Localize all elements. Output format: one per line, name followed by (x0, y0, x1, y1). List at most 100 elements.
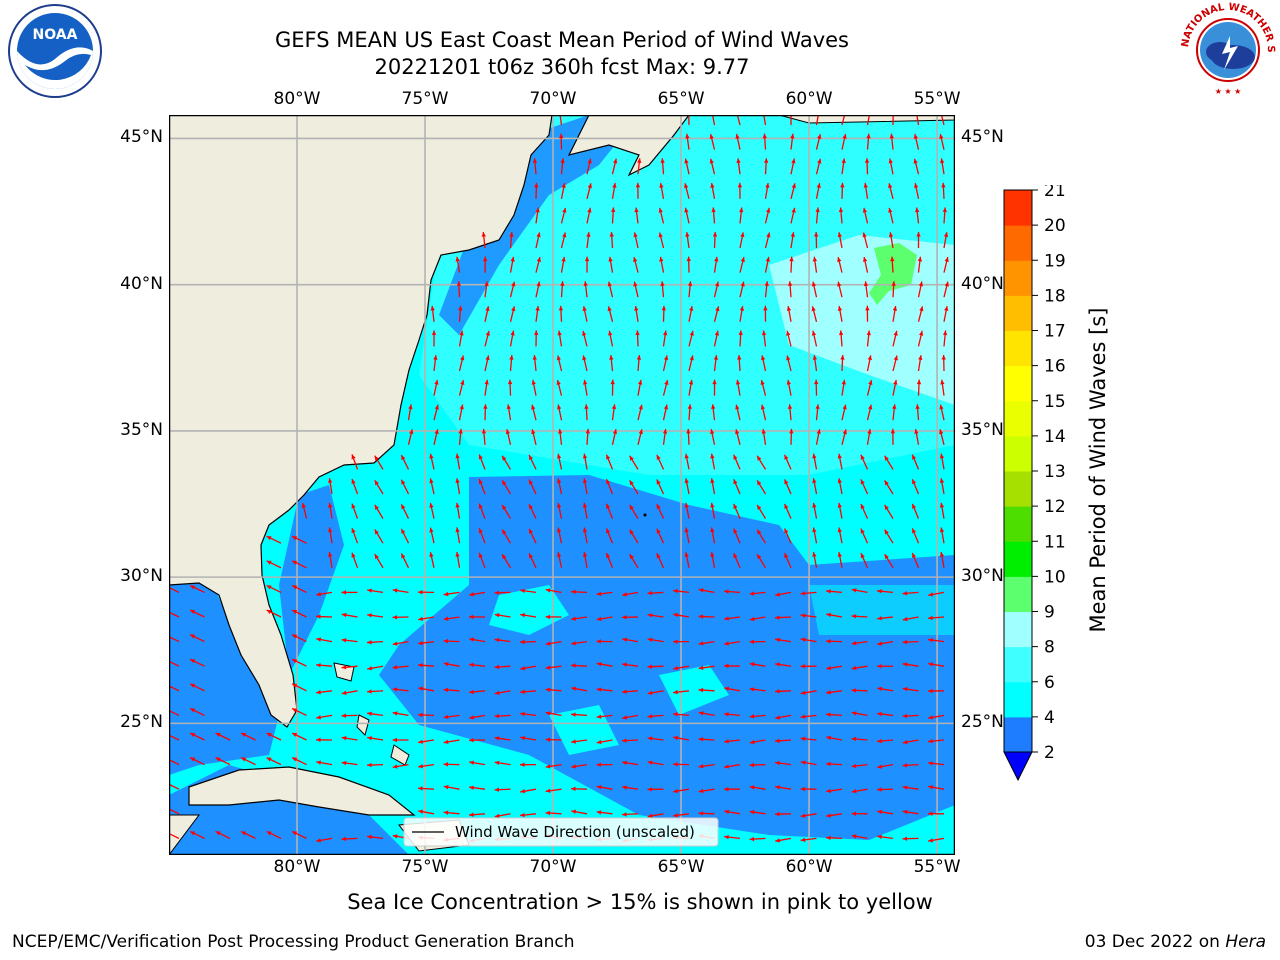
wave-direction-arrow (609, 231, 614, 249)
wave-direction-arrow (469, 637, 486, 643)
wave-direction-arrow (647, 690, 664, 695)
wave-direction-arrow (291, 707, 307, 716)
wave-direction-arrow (927, 688, 945, 694)
wave-direction-arrow (713, 355, 719, 372)
wave-direction-arrow (418, 763, 435, 769)
wave-direction-arrow (455, 502, 461, 519)
wave-direction-arrow (661, 305, 667, 322)
wave-direction-arrow (611, 404, 617, 421)
wave-direction-arrow (913, 133, 920, 150)
wave-direction-arrow (825, 712, 843, 717)
wave-direction-arrow (877, 834, 894, 840)
wave-direction-arrow (469, 785, 486, 790)
wave-direction-arrow (815, 182, 821, 199)
wave-direction-arrow (509, 355, 514, 372)
wave-direction-arrow (557, 404, 563, 421)
wave-direction-arrow (545, 665, 562, 670)
wave-direction-arrow (739, 256, 745, 273)
wave-direction-arrow (637, 404, 643, 421)
colorbar-segment (1004, 611, 1032, 648)
wave-direction-arrow (582, 478, 588, 495)
wave-direction-arrow (469, 714, 486, 720)
ocean-band-2-4-gulf (169, 575, 279, 775)
wave-direction-arrow (494, 813, 511, 818)
wave-direction-arrow (825, 761, 843, 767)
wave-direction-arrow (917, 330, 924, 347)
wave-direction-arrow (634, 207, 639, 224)
lon-tick-label-top: 75°W (401, 89, 449, 109)
wave-direction-arrow (469, 662, 486, 668)
wave-direction-arrow (698, 665, 715, 670)
wave-direction-arrow (531, 379, 537, 396)
wave-direction-arrow (902, 785, 919, 790)
wave-direction-arrow (851, 588, 868, 594)
wave-direction-arrow (583, 281, 588, 298)
wave-direction-arrow (892, 404, 897, 421)
wave-direction-arrow (943, 281, 949, 298)
wave-direction-arrow (928, 761, 945, 766)
wave-direction-arrow (392, 640, 409, 646)
wave-direction-arrow (556, 552, 563, 568)
wave-direction-arrow (483, 256, 488, 273)
wave-direction-arrow (688, 305, 694, 322)
wave-direction-arrow (826, 735, 843, 741)
wave-direction-arrow (902, 763, 919, 768)
wave-direction-arrow (837, 453, 843, 470)
wave-direction-arrow (469, 689, 486, 695)
wave-direction-arrow (724, 809, 741, 815)
colorbar-tick-label: 8 (1044, 638, 1055, 658)
wave-direction-arrow (914, 183, 920, 199)
wave-direction-arrow (468, 614, 486, 620)
wave-direction-arrow (877, 763, 894, 769)
wave-direction-arrow (710, 502, 716, 519)
wave-direction-arrow (417, 663, 435, 668)
wave-direction-arrow (443, 785, 460, 790)
wave-direction-arrow (761, 428, 767, 445)
wave-direction-arrow (800, 760, 817, 766)
wave-direction-arrow (392, 711, 409, 717)
wave-direction-arrow (709, 158, 716, 175)
wave-direction-arrow (928, 837, 945, 843)
wave-direction-arrow (605, 528, 614, 544)
wave-direction-arrow (724, 763, 741, 769)
wave-direction-arrow (812, 551, 818, 568)
wave-direction-arrow (786, 355, 792, 372)
wave-direction-arrow (531, 404, 537, 421)
wave-direction-arrow (815, 158, 822, 175)
wave-direction-arrow (688, 115, 690, 126)
wave-direction-arrow (851, 788, 868, 794)
wave-direction-arrow (733, 528, 741, 544)
wave-direction-arrow (662, 355, 669, 372)
colorbar-segment (1004, 435, 1032, 472)
wave-direction-arrow (826, 788, 843, 794)
wave-direction-arrow (685, 133, 690, 150)
wave-direction-arrow (458, 330, 464, 347)
wave-direction-arrow (341, 612, 358, 618)
wave-direction-arrow (928, 591, 945, 597)
wave-direction-arrow (656, 503, 665, 519)
wave-direction-arrow (570, 786, 588, 792)
wave-direction-arrow (763, 158, 769, 175)
wave-direction-arrow (560, 281, 565, 298)
wave-direction-arrow (876, 787, 894, 792)
wave-direction-arrow (341, 638, 358, 643)
wave-direction-arrow (571, 809, 588, 815)
wave-direction-arrow (811, 306, 818, 322)
wave-direction-arrow (775, 760, 792, 766)
wave-direction-arrow (877, 738, 894, 744)
wave-direction-arrow (609, 355, 614, 372)
wave-direction-arrow (673, 612, 690, 618)
wave-direction-arrow (560, 207, 567, 224)
wave-direction-arrow (825, 639, 843, 644)
wave-direction-arrow (532, 158, 538, 175)
wave-direction-arrow (366, 689, 384, 694)
wave-direction-arrow (266, 609, 282, 618)
colorbar-segment (1004, 400, 1032, 437)
wave-direction-arrow (851, 834, 868, 840)
wave-direction-arrow (911, 552, 920, 569)
wave-direction-arrow (400, 528, 410, 544)
wave-direction-arrow (884, 504, 894, 519)
wave-direction-arrow (826, 813, 843, 818)
wave-direction-arrow (610, 207, 616, 224)
wave-direction-arrow (877, 640, 894, 646)
